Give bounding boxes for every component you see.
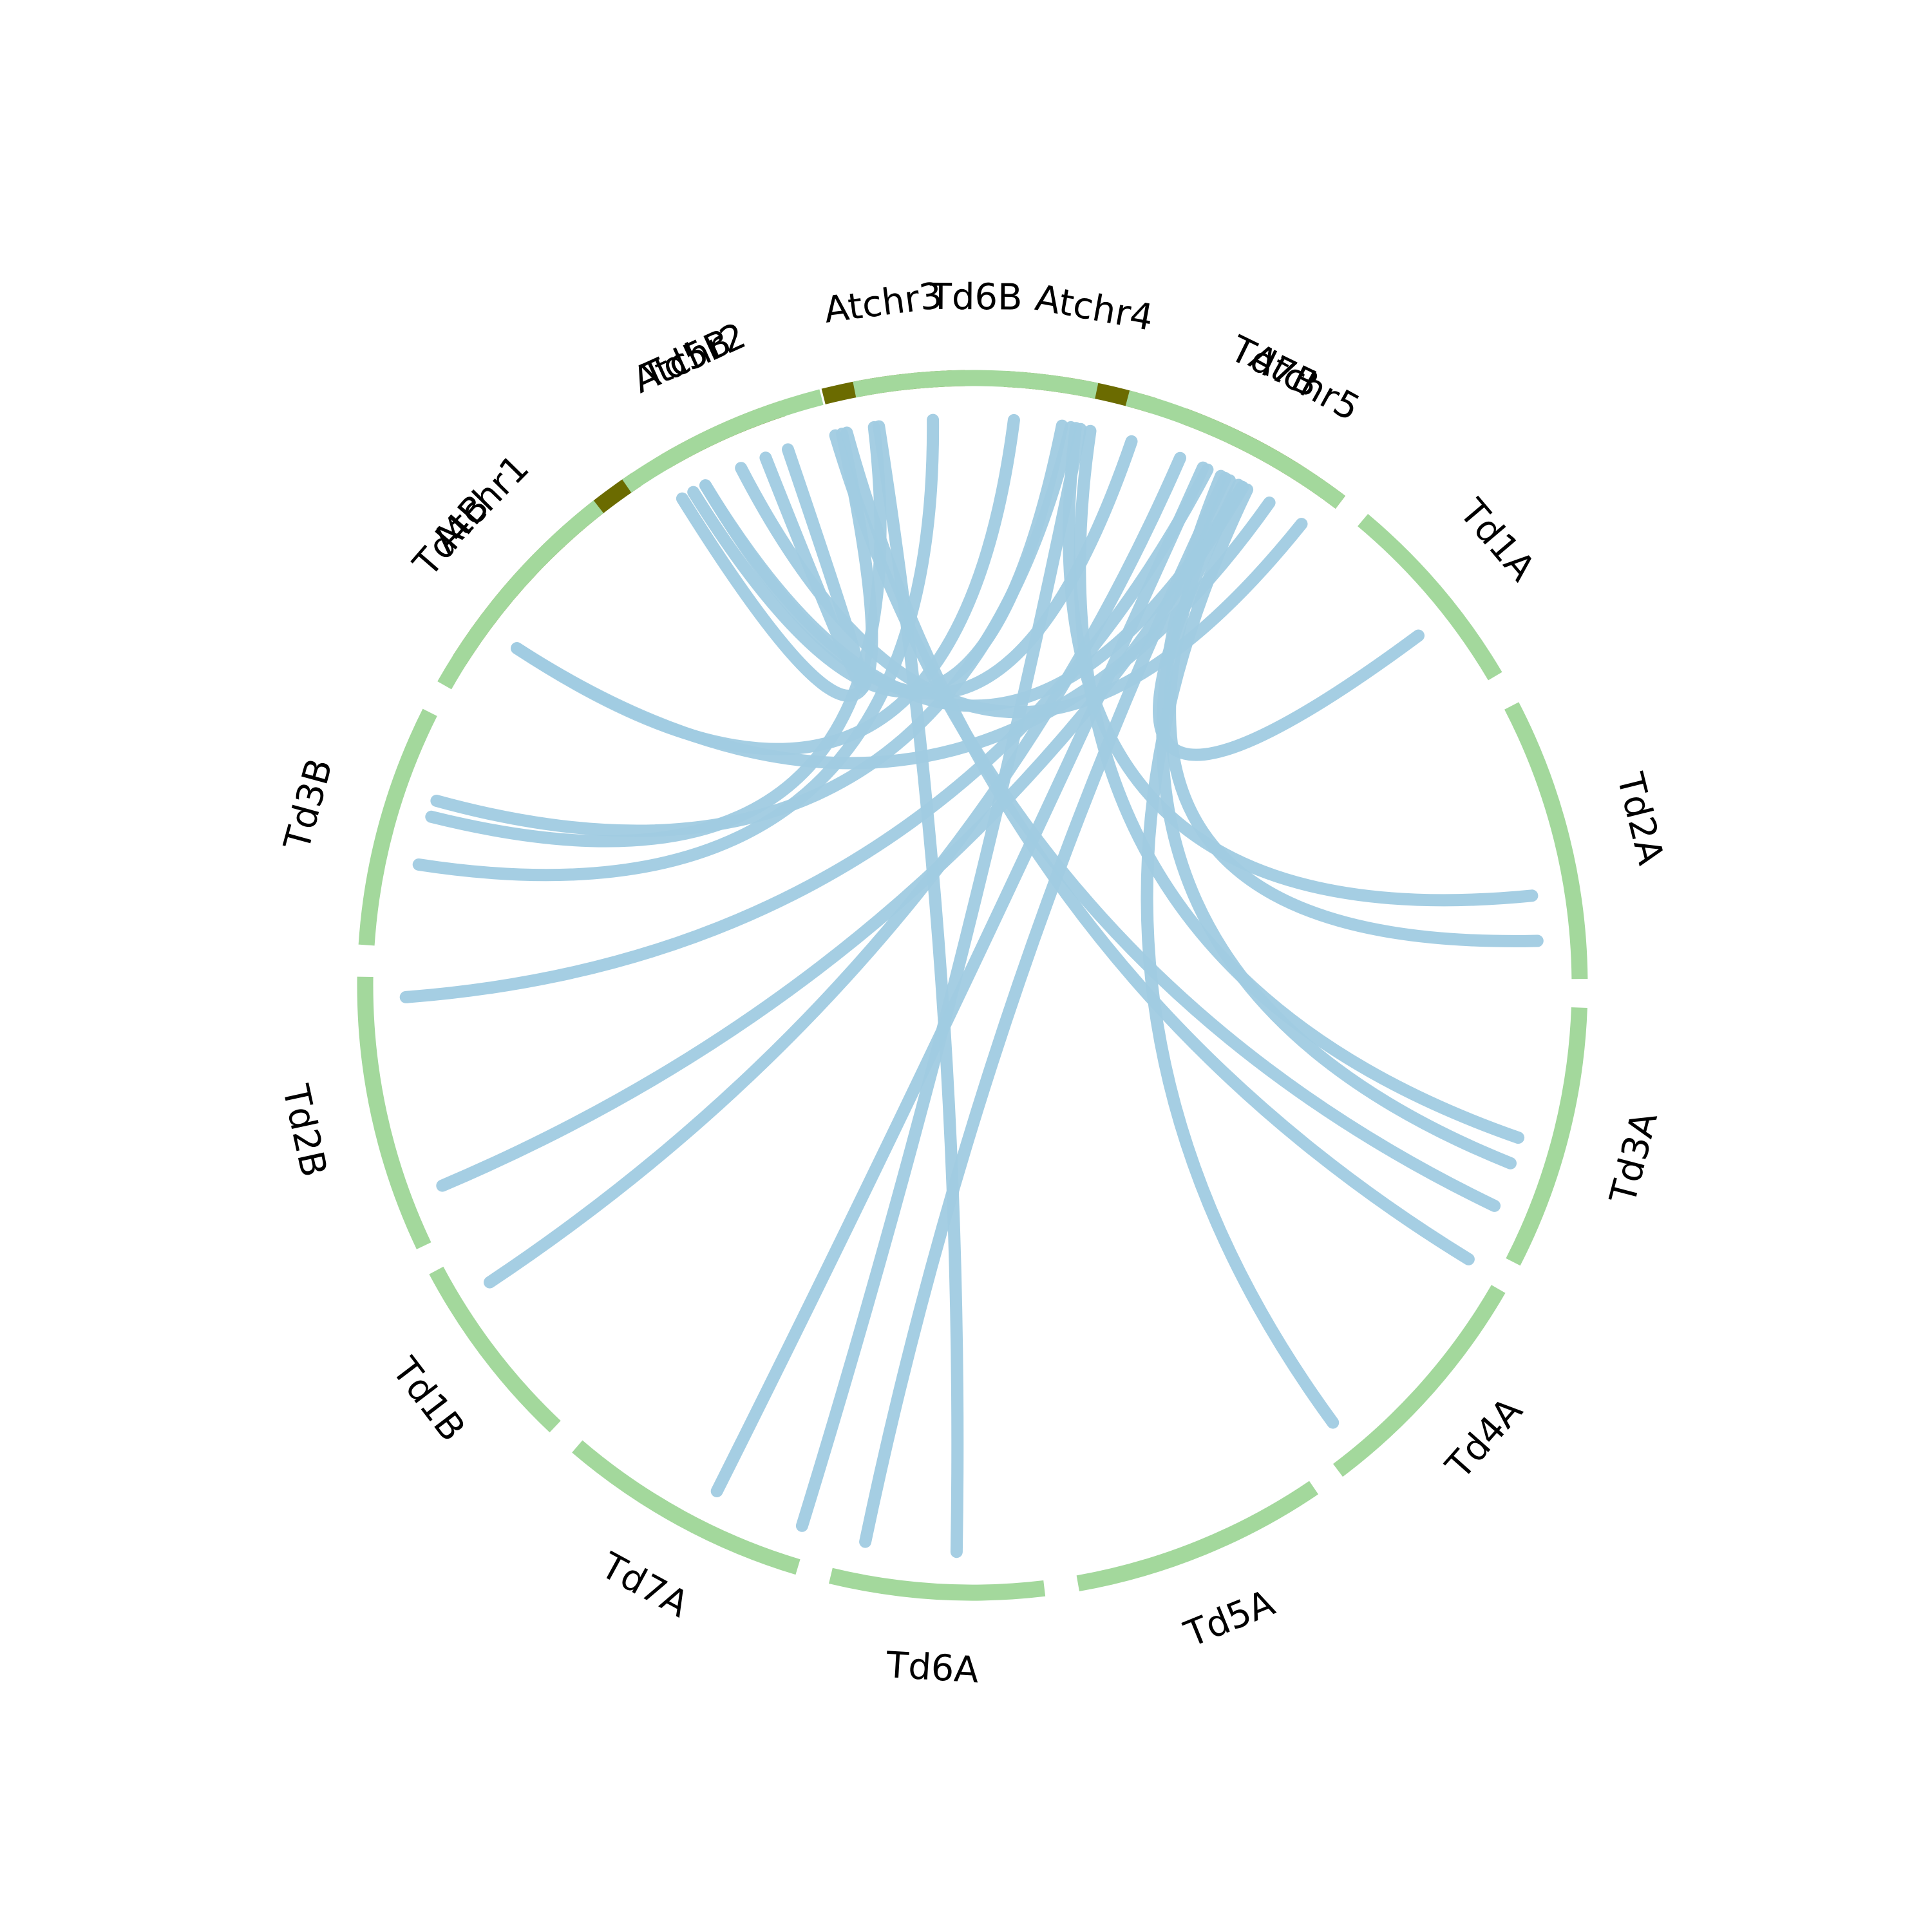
- synteny-link-atchr4-td3a: [1074, 424, 1525, 1144]
- synteny-link-atchr5-td2b: [484, 451, 1186, 1289]
- synteny-link-atchr3-td3b: [425, 421, 887, 848]
- synteny-link-atchr4-td7a: [795, 422, 1087, 1532]
- chromosome-arc-td4b: [437, 500, 604, 690]
- chromosome-arc-td5b: [622, 389, 824, 493]
- chromosome-arc-td3b: [358, 708, 437, 946]
- synteny-link-atchr3-td6a: [873, 420, 964, 1558]
- synteny-link-atchr3-td3a: [829, 429, 1501, 1212]
- chromosome-arc-td6b: [853, 370, 1099, 399]
- chromosome-arc-td7a: [572, 1440, 800, 1575]
- chromosome-arc-td7b: [1125, 390, 1345, 509]
- chromosome-arc-td5a: [1076, 1481, 1319, 1592]
- chromosome-arc-td1a: [1358, 514, 1502, 681]
- synteny-link-atchr5-td1a: [1153, 478, 1425, 761]
- synteny-link-atchr5-td2b: [436, 481, 1249, 1192]
- chromosome-label-td6a: Td6A: [884, 1644, 980, 1691]
- chromosome-arc-td6a: [828, 1567, 1046, 1601]
- chromosome-arc-td4a: [1332, 1285, 1506, 1477]
- synteny-link-atchr5-td6a: [710, 461, 1209, 1497]
- chromosome-arc-td2b: [357, 976, 431, 1249]
- synteny-link-atchr5-td3b: [399, 463, 1214, 1003]
- chromosome-arcs: [357, 370, 1588, 1601]
- chromosome-label-td6b: Td6B: [929, 276, 1023, 319]
- chromosome-arc-td3a: [1506, 1007, 1587, 1266]
- chromosome-arc-td1b: [429, 1266, 561, 1433]
- synteny-link-atchr4-td4b: [430, 421, 1077, 837]
- synteny-link-atchr5-td4a: [1141, 483, 1340, 1429]
- synteny-links: [399, 413, 1544, 1558]
- chromosome-arc-td2a: [1504, 702, 1588, 980]
- synteny-link-atchr5-td6a: [859, 472, 1232, 1548]
